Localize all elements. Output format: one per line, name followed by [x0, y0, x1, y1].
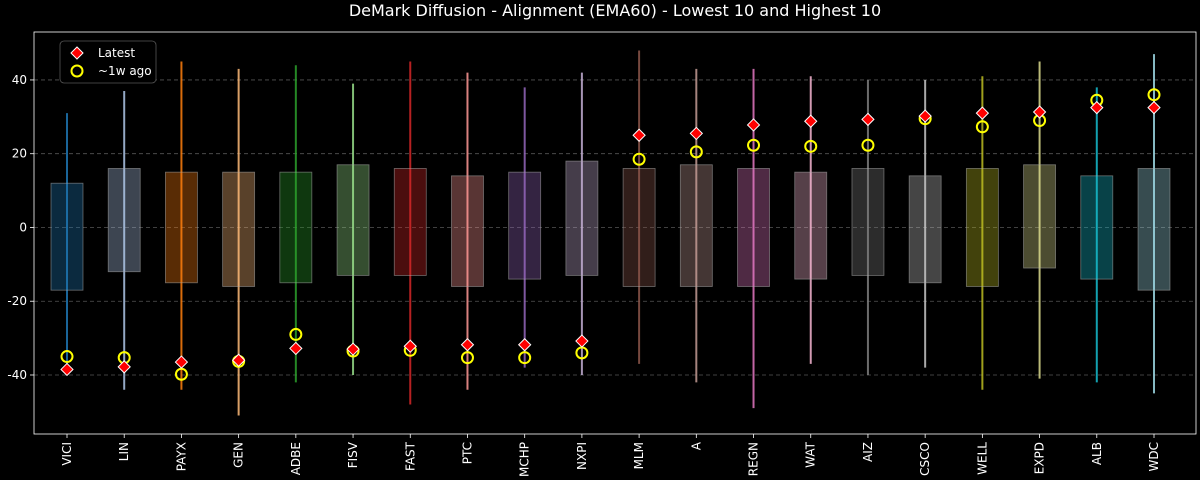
x-tick-label: VICI — [60, 442, 74, 466]
latest-point — [689, 126, 704, 141]
latest-point — [575, 334, 589, 348]
axes: -40 -20 0 20 40 VICI LIN PAYX GEN ADBE FISV FAST PTC… — [7, 73, 1161, 477]
y-tick-label: 20 — [12, 147, 27, 161]
y-tick-label: -40 — [7, 368, 27, 382]
box — [794, 171, 828, 280]
week-ago-point — [289, 327, 303, 341]
latest-point — [975, 106, 990, 120]
box — [393, 168, 427, 276]
x-tick-label: GEN — [232, 442, 246, 468]
x-tick-label: REGN — [747, 442, 761, 476]
week-ago-point — [975, 120, 989, 134]
latest-point — [1147, 100, 1161, 115]
legend-circle-icon — [70, 64, 84, 78]
latest-point — [804, 114, 818, 128]
latest-point — [289, 341, 303, 356]
latest-point — [403, 339, 417, 353]
latest-point — [174, 355, 189, 369]
x-tick-label: NXPI — [575, 442, 589, 470]
box — [50, 182, 84, 291]
latest-point — [231, 353, 246, 367]
week-ago-point — [689, 145, 703, 159]
box — [508, 171, 542, 280]
x-tick-label: PAYX — [174, 442, 188, 471]
legend-label-latest: Latest — [98, 46, 135, 60]
latest-point — [746, 118, 761, 132]
box — [1080, 175, 1114, 280]
x-tick-label: MCHP — [518, 442, 532, 477]
week-ago-point — [861, 138, 875, 152]
box — [908, 175, 942, 284]
y-tick-label: -20 — [7, 294, 27, 308]
x-tick-label: LIN — [117, 442, 131, 461]
latest-point — [346, 342, 360, 356]
y-tick-label: 0 — [19, 220, 27, 234]
x-tick-label: WELL — [975, 442, 989, 475]
x-tick-label: A — [689, 441, 703, 450]
week-ago-point — [632, 152, 646, 166]
latest-point — [918, 109, 932, 123]
latest-point — [517, 338, 532, 352]
box — [336, 164, 370, 276]
x-tick-label: FAST — [403, 441, 417, 471]
plot-frame — [33, 31, 1197, 435]
legend-label-week-ago: ~1w ago — [98, 64, 152, 78]
latest-point — [1090, 100, 1104, 115]
x-tick-label: WDC — [1147, 442, 1161, 471]
x-tick-label: ADBE — [289, 442, 303, 475]
week-ago-point — [804, 139, 818, 153]
grid — [34, 79, 1196, 376]
week-ago-point — [518, 351, 532, 365]
y-tick-label: 40 — [12, 73, 27, 87]
week-ago-point — [460, 351, 474, 365]
marker-layer — [60, 88, 1161, 381]
week-ago-point — [747, 138, 761, 152]
latest-point — [861, 112, 875, 127]
x-tick-label: CSCO — [918, 442, 932, 476]
latest-point — [460, 338, 475, 352]
legend-diamond-icon — [70, 46, 84, 60]
latest-point — [117, 360, 131, 374]
chart-title: DeMark Diffusion - Alignment (EMA60) - L… — [349, 1, 881, 20]
x-tick-label: MLM — [632, 442, 646, 469]
x-tick-label: ALB — [1090, 442, 1104, 465]
x-tick-label: FISV — [346, 441, 360, 468]
legend-box — [59, 40, 157, 84]
box — [565, 160, 599, 276]
box — [737, 168, 770, 287]
x-tick-label: WAT — [804, 441, 818, 467]
box — [965, 168, 999, 287]
week-ago-point — [1147, 88, 1161, 102]
box — [279, 171, 313, 284]
box-layer — [50, 50, 1171, 416]
box — [451, 175, 484, 287]
box — [107, 168, 141, 273]
x-tick-label: AIZ — [861, 442, 875, 462]
box — [222, 171, 256, 287]
x-tick-label: EXPD — [1033, 442, 1047, 474]
box — [1137, 168, 1171, 291]
latest-point — [1032, 105, 1047, 119]
week-ago-point — [60, 350, 74, 364]
box — [1023, 164, 1056, 269]
box — [622, 168, 656, 287]
legend: Latest ~1w ago — [59, 40, 157, 84]
x-tick-label: PTC — [460, 442, 474, 464]
latest-point — [60, 362, 74, 377]
box — [679, 164, 713, 287]
box — [165, 171, 198, 284]
box — [851, 168, 885, 276]
latest-point — [632, 128, 646, 142]
